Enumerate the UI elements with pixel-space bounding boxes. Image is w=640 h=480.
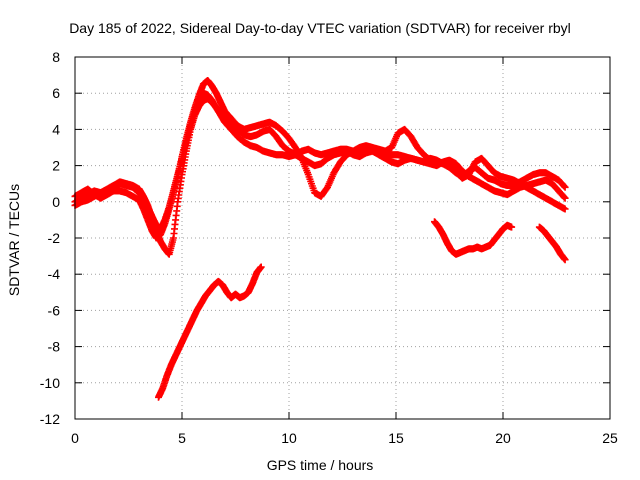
- y-tick-label: -6: [48, 302, 61, 318]
- x-tick-label: 25: [602, 430, 618, 446]
- data-points: [71, 77, 569, 401]
- data-point: [561, 194, 569, 202]
- data-point: [561, 205, 569, 213]
- y-axis-label: SDTVAR / TECUs: [6, 183, 22, 297]
- x-tick-label: 10: [281, 430, 297, 446]
- y-axis-ticks: -12 -10 -8 -6 -4 -2 0 2 4 6 8: [40, 49, 610, 427]
- plot-frame: [74, 56, 611, 420]
- data-point: [561, 256, 569, 264]
- x-tick-label: 5: [178, 430, 186, 446]
- x-axis-label: GPS time / hours: [266, 457, 374, 473]
- series-arc-4: [155, 263, 265, 401]
- y-tick-label: -8: [48, 339, 61, 355]
- x-axis-ticks: 0 5 10 15 20 25: [71, 57, 618, 446]
- series-arc-3: [71, 95, 569, 258]
- series-arc-6: [535, 223, 569, 264]
- x-tick-label: 15: [388, 430, 404, 446]
- chart-grid: [75, 57, 610, 419]
- series-arc-5: [431, 218, 516, 258]
- y-tick-label: 0: [52, 194, 60, 210]
- data-point: [561, 183, 569, 191]
- y-tick-label: -10: [40, 375, 60, 391]
- chart-title: Day 185 of 2022, Sidereal Day-to-day VTE…: [69, 20, 571, 36]
- y-tick-label: 8: [52, 49, 60, 65]
- y-tick-label: 2: [52, 158, 60, 174]
- data-point: [508, 223, 516, 231]
- y-tick-label: -2: [48, 230, 61, 246]
- y-tick-label: -4: [48, 266, 61, 282]
- data-point: [257, 263, 265, 271]
- x-tick-label: 20: [495, 430, 511, 446]
- x-tick-label: 0: [71, 430, 79, 446]
- y-tick-label: 6: [52, 85, 60, 101]
- series-arc-2: [71, 77, 569, 242]
- y-tick-label: 4: [52, 121, 60, 137]
- y-tick-label: -12: [40, 411, 60, 427]
